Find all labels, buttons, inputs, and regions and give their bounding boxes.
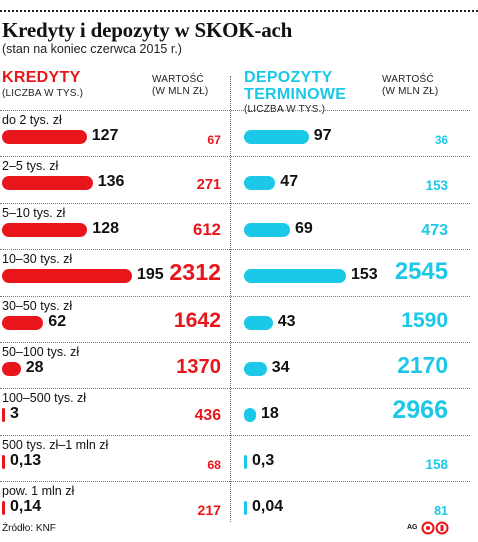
chart-row: 30–50 tys. zł 62 1642 43 1590: [0, 295, 478, 342]
publisher-logo-icon: [421, 521, 449, 535]
category-label: 30–50 tys. zł: [2, 298, 73, 313]
chart-row: 10–30 tys. zł 195 2312 153 2545: [0, 249, 478, 295]
credits-count-bar: [2, 501, 5, 516]
credits-value-label: 67: [207, 133, 221, 147]
row-separator: [0, 110, 470, 111]
credits-value-header-line1: WARTOŚĆ: [152, 74, 204, 85]
credits-count-subheader: (LICZBA W TYS.): [2, 88, 84, 99]
credits-count-label: 195: [137, 266, 164, 284]
category-label: 50–100 tys. zł: [2, 345, 80, 359]
credits-count-label: 127: [91, 127, 119, 144]
credits-count-bar: [2, 176, 93, 191]
credits-count-label: 62: [48, 312, 67, 330]
credits-count-label: 136: [97, 173, 125, 191]
deposits-count-bar: [244, 315, 273, 330]
credits-count-bar: [2, 315, 44, 330]
deposits-count-bar: [244, 222, 290, 237]
deposits-count-subheader: (LICZBA W TYS.): [244, 104, 326, 115]
chart-title: Kredyty i depozyty w SKOK-ach: [2, 18, 293, 42]
deposits-value-header-line1: WARTOŚĆ: [382, 74, 434, 85]
deposits-count-bar: [244, 130, 309, 144]
deposits-count-bar: [244, 454, 247, 469]
credits-value-label: 612: [193, 219, 221, 239]
credits-value-label: 1370: [176, 356, 221, 378]
credits-value-label: 271: [196, 177, 221, 194]
deposits-value-label: 153: [425, 178, 448, 194]
category-label: 500 tys. zł–1 mln zł: [2, 437, 109, 452]
row-separator: [0, 295, 470, 297]
column-divider: [230, 76, 231, 522]
deposits-count-label: 69: [295, 219, 313, 237]
row-separator: [0, 434, 470, 436]
row-separator: [0, 342, 470, 343]
credits-count-label: 3: [10, 405, 19, 423]
deposits-value-label: 2966: [392, 396, 448, 425]
credits-count-label: 0,13: [10, 451, 42, 469]
deposits-value-label: 36: [434, 134, 448, 147]
credits-count-bar: [2, 408, 5, 423]
credits-count-bar: [2, 222, 88, 237]
deposits-value-label: 81: [434, 504, 448, 519]
chart-row: 500 tys. zł–1 mln zł 0,13 68 0,3 158: [0, 434, 478, 481]
chart-subtitle: (stan na koniec czerwca 2015 r.): [2, 42, 182, 56]
credits-value-label: 436: [194, 407, 221, 425]
credits-count-bar: [2, 454, 5, 469]
credits-count-label: 128: [92, 219, 119, 237]
author-credit: AG: [407, 524, 418, 531]
category-label: 10–30 tys. zł: [2, 252, 73, 267]
deposits-header-line2: TERMINOWE: [244, 86, 347, 103]
deposits-value-label: 158: [425, 456, 448, 472]
top-rule: [0, 10, 478, 12]
credits-header: KREDYTY: [2, 69, 81, 86]
credits-count-bar: [2, 269, 132, 284]
deposits-count-bar: [244, 408, 256, 423]
deposits-count-label: 18: [261, 405, 279, 423]
deposits-count-label: 47: [280, 173, 299, 191]
credits-value-label: 1642: [173, 308, 221, 332]
chart-row: pow. 1 mln zł 0,14 217 0,04 81: [0, 481, 478, 527]
deposits-count-label: 34: [271, 359, 290, 376]
row-separator: [0, 481, 470, 483]
credits-count-bar: [2, 130, 87, 144]
chart-row: do 2 tys. zł 127 67 97 36: [0, 110, 478, 156]
deposits-count-bar: [244, 501, 247, 516]
deposits-value-label: 2545: [394, 258, 448, 286]
credits-value-label: 2312: [169, 259, 221, 286]
source-note: Źródło: KNF: [2, 523, 56, 534]
category-label: pow. 1 mln zł: [2, 484, 75, 499]
deposits-count-label: 0,04: [252, 498, 284, 516]
category-label: 5–10 tys. zł: [2, 205, 66, 220]
chart-row: 100–500 tys. zł 3 436 18 2966: [0, 388, 478, 434]
credits-value-header-line2: (W MLN ZŁ): [152, 86, 209, 97]
credits-count-label: 0,14: [10, 498, 42, 516]
deposits-count-bar: [244, 176, 276, 191]
deposits-count-label: 153: [351, 266, 378, 284]
credits-count-label: 28: [25, 359, 44, 376]
deposits-count-label: 0,3: [252, 451, 275, 469]
credits-value-label: 68: [207, 457, 221, 472]
deposits-value-header-line2: (W MLN ZŁ): [382, 86, 439, 97]
chart-row: 5–10 tys. zł 128 612 69 473: [0, 202, 478, 249]
deposits-value-label: 2170: [397, 352, 448, 378]
deposits-count-bar: [244, 269, 346, 284]
category-label: do 2 tys. zł: [2, 113, 62, 127]
deposits-header-line1: DEPOZYTY: [244, 69, 333, 86]
deposits-count-label: 97: [313, 127, 332, 144]
category-label: 2–5 tys. zł: [2, 159, 59, 174]
row-separator: [0, 156, 470, 158]
chart-row: 50–100 tys. zł 28 1370 34 2170: [0, 342, 478, 388]
row-separator: [0, 249, 470, 251]
category-label: 100–500 tys. zł: [2, 391, 87, 406]
chart-row: 2–5 tys. zł 136 271 47 153: [0, 156, 478, 202]
credits-value-label: 217: [197, 502, 221, 519]
row-separator: [0, 202, 470, 204]
deposits-count-label: 43: [277, 312, 296, 330]
deposits-count-bar: [244, 362, 267, 376]
deposits-value-label: 1590: [401, 308, 448, 332]
row-separator: [0, 388, 470, 390]
deposits-value-label: 473: [421, 221, 448, 239]
credits-count-bar: [2, 362, 21, 376]
